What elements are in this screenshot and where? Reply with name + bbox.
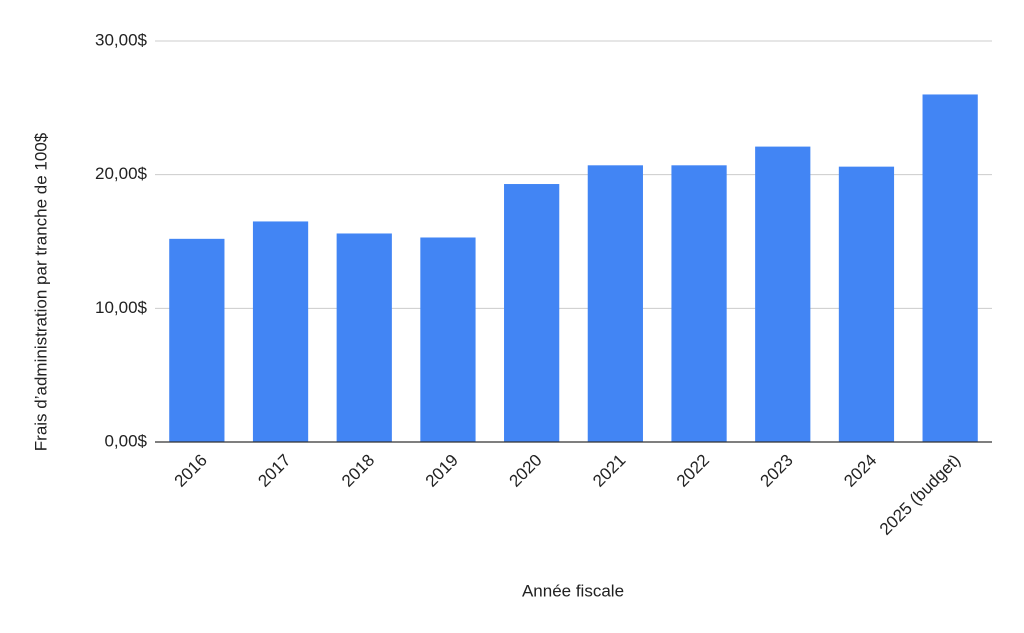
y-tick-label: 20,00$ (95, 164, 148, 183)
x-tick-label: 2021 (589, 451, 629, 491)
x-tick-label: 2017 (254, 451, 294, 491)
x-tick-label: 2023 (757, 451, 797, 491)
y-axis-label: Frais d’administration par tranche de 10… (31, 132, 50, 451)
x-axis-label: Année fiscale (522, 581, 624, 600)
x-tick-label: 2019 (422, 451, 462, 491)
bar (169, 238, 225, 442)
y-tick-label: 0,00$ (104, 431, 147, 450)
y-tick-label: 30,00$ (95, 30, 148, 49)
bar (252, 221, 309, 442)
x-tick-label: 2022 (673, 451, 713, 491)
x-tick-label: 2024 (840, 451, 880, 491)
x-tick-label: 2025 (budget) (876, 451, 964, 539)
y-tick-label: 10,00$ (95, 298, 148, 317)
x-tick-label: 2018 (338, 451, 378, 491)
x-tick-label: 2016 (171, 451, 211, 491)
bar (587, 165, 643, 442)
bar (922, 94, 978, 442)
bar (755, 146, 811, 442)
bar (671, 165, 727, 442)
bar (838, 166, 895, 442)
bar (336, 233, 392, 442)
bar (420, 237, 476, 442)
x-tick-label: 2020 (505, 451, 545, 491)
bar (504, 184, 560, 443)
